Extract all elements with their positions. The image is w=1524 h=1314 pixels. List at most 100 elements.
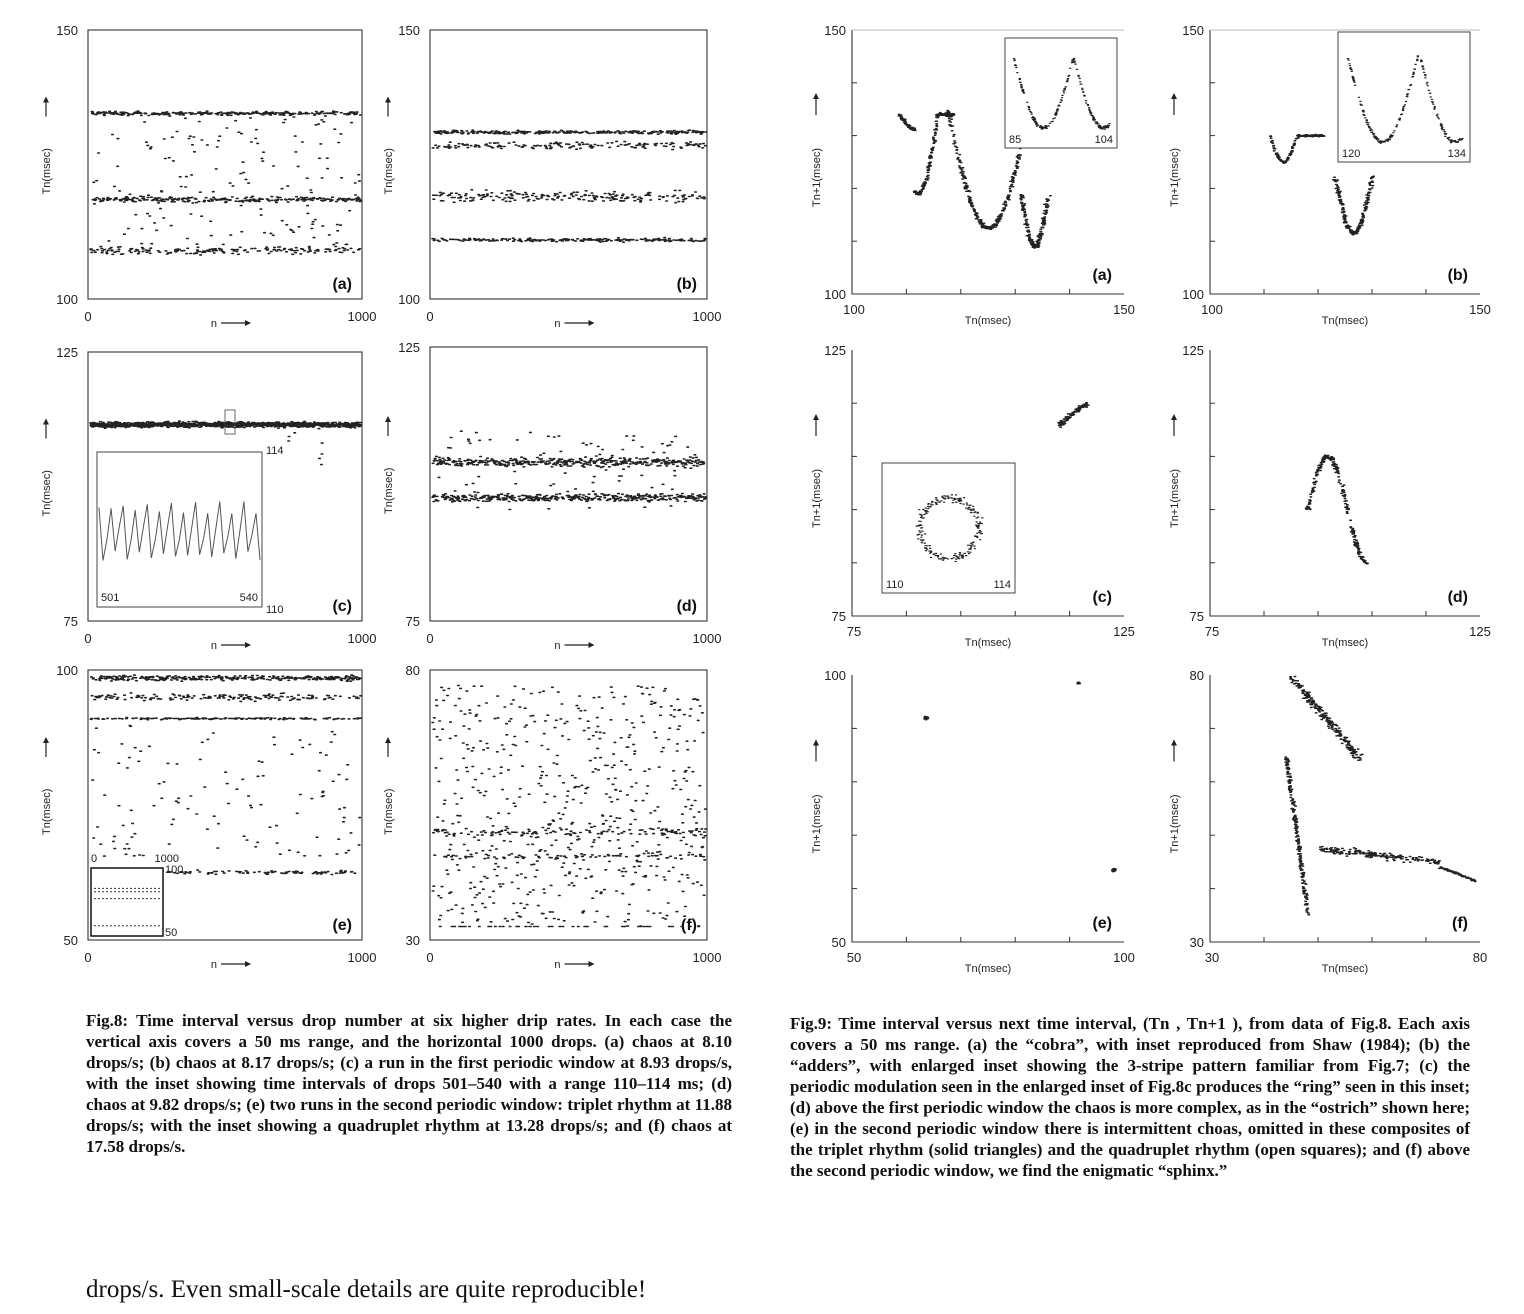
y-axis-arrowhead <box>43 737 49 743</box>
y-axis-arrowhead <box>385 737 391 743</box>
y-min-label: 30 <box>1190 935 1204 950</box>
panel-axes <box>851 350 1124 617</box>
y-axis-label: Tn+1(msec) <box>811 469 823 528</box>
fig8-panel-f: 80 30 0 1000 n Tn(msec) (f) <box>383 663 721 971</box>
panel-label: (c) <box>1092 589 1112 606</box>
inset-points <box>1012 57 1111 130</box>
figure8-caption: Fig.8: Time interval versus drop number … <box>86 1011 732 1156</box>
x-min-label: 0 <box>426 631 433 646</box>
y-min-label: 100 <box>56 292 78 307</box>
inset-y-max: 100 <box>165 864 183 876</box>
x-max-label: 1000 <box>693 309 722 324</box>
panel-label: (d) <box>1448 589 1468 606</box>
data-points <box>431 684 708 928</box>
y-axis-arrowhead <box>1171 414 1177 420</box>
panel-axes <box>851 30 1124 295</box>
panel-label: (e) <box>332 917 352 934</box>
y-axis-arrowhead <box>43 418 49 425</box>
y-axis-arrowhead <box>385 416 391 422</box>
x-axis-arrowhead <box>588 961 595 967</box>
data-points <box>1283 675 1477 916</box>
x-max-label: 1000 <box>693 631 722 646</box>
inset-x-min: 0 <box>91 853 97 865</box>
data-points <box>431 129 708 243</box>
y-axis-label: Tn(msec) <box>383 468 395 514</box>
x-axis-label: n <box>554 318 560 330</box>
x-axis-label: n <box>554 959 560 971</box>
x-axis-arrowhead <box>245 320 251 326</box>
x-axis-label: n <box>554 640 560 652</box>
y-axis-label: Tn+1(msec) <box>1169 795 1181 854</box>
fig8-panel-d: 125 75 0 1000 n Tn(msec) (d) <box>383 340 721 652</box>
x-min-label: 30 <box>1205 950 1219 965</box>
data-points <box>431 430 708 511</box>
y-axis-label: Tn(msec) <box>383 789 395 835</box>
y-axis-label: Tn(msec) <box>383 148 395 194</box>
data-points <box>89 420 363 466</box>
panel-label: (a) <box>1092 267 1112 284</box>
y-max-label: 100 <box>56 663 78 678</box>
data-points <box>1057 402 1090 428</box>
y-max-label: 125 <box>824 343 846 358</box>
y-axis-label: Tn(msec) <box>41 148 53 194</box>
x-axis-label: n <box>211 318 217 330</box>
body-text: drops/s. Even small-scale details are qu… <box>86 1276 647 1303</box>
panel-label: (c) <box>332 598 352 615</box>
x-max-label: 1000 <box>348 309 377 324</box>
inset-frame <box>90 867 164 937</box>
x-min-label: 50 <box>847 950 861 965</box>
inset-trace <box>98 501 261 561</box>
inset-x-min: 85 <box>1009 134 1021 146</box>
y-min-label: 100 <box>398 292 420 307</box>
y-axis-arrowhead <box>43 96 49 103</box>
y-axis-arrowhead <box>1171 93 1177 99</box>
inset-y-min: 110 <box>266 604 284 616</box>
y-min-label: 75 <box>832 609 846 624</box>
panel-label: (b) <box>677 276 697 293</box>
y-max-label: 150 <box>398 23 420 38</box>
x-max-label: 125 <box>1469 624 1491 639</box>
inset-frame <box>1004 37 1118 149</box>
y-min-label: 100 <box>1182 287 1204 302</box>
x-axis-label: Tn(msec) <box>965 963 1011 975</box>
inset-x-max: 134 <box>1448 148 1466 160</box>
inset-x-min: 110 <box>886 579 904 591</box>
panel-label: (a) <box>332 276 352 293</box>
x-min-label: 100 <box>1201 302 1223 317</box>
y-min-label: 75 <box>1190 609 1204 624</box>
x-max-label: 150 <box>1113 302 1135 317</box>
y-max-label: 150 <box>824 23 846 38</box>
y-axis-arrowhead <box>385 96 391 103</box>
y-min-label: 30 <box>406 933 420 948</box>
data-points <box>1269 133 1376 236</box>
panel-frame <box>429 346 708 622</box>
x-axis-label: Tn(msec) <box>1322 963 1368 975</box>
x-min-label: 0 <box>84 631 91 646</box>
inset-x-min: 501 <box>101 592 119 604</box>
y-max-label: 80 <box>1190 668 1204 683</box>
y-max-label: 125 <box>1182 343 1204 358</box>
inset-x-max: 114 <box>993 579 1011 591</box>
panel-frame <box>87 351 363 622</box>
y-min-label: 100 <box>824 287 846 302</box>
inset-y-min: 50 <box>165 927 177 939</box>
x-axis-arrowhead <box>588 642 595 648</box>
inset-points <box>915 494 984 563</box>
x-max-label: 1000 <box>693 950 722 965</box>
x-axis-label: Tn(msec) <box>965 637 1011 649</box>
x-max-label: 100 <box>1113 950 1135 965</box>
x-axis-label: n <box>211 640 217 652</box>
y-max-label: 80 <box>406 663 420 678</box>
x-axis-arrowhead <box>588 320 595 326</box>
x-axis-label: Tn(msec) <box>1322 637 1368 649</box>
inset-x-min: 120 <box>1342 148 1360 160</box>
data-points <box>1304 454 1369 565</box>
x-max-label: 1000 <box>348 631 377 646</box>
panel-label: (e) <box>1092 915 1112 932</box>
inset-y-max: 114 <box>266 445 284 457</box>
